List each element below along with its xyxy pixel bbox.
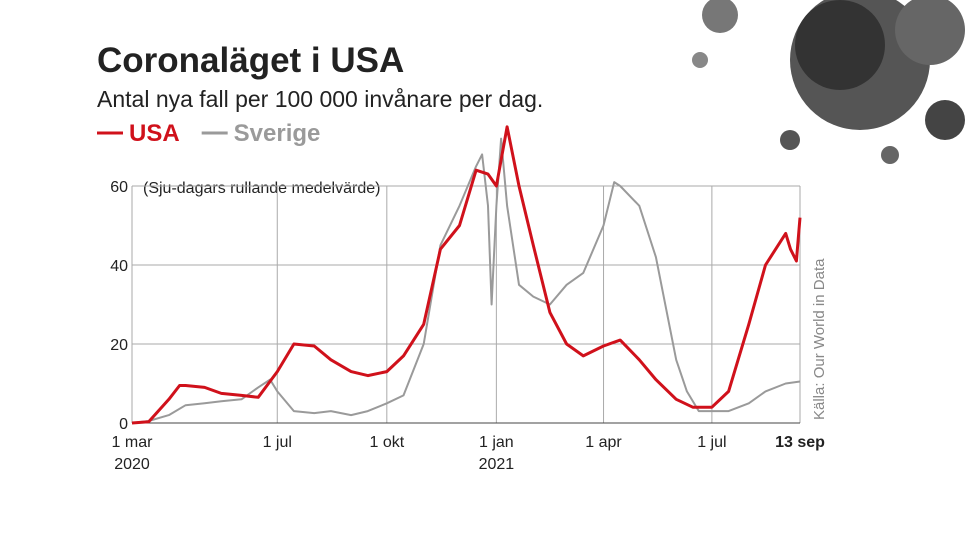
- x-tick-label: 1 okt: [369, 434, 404, 451]
- x-tick-label: 1 apr: [585, 434, 622, 451]
- annotation: (Sju-dagars rullande medelvärde): [143, 180, 380, 197]
- legend-label: USA: [129, 120, 180, 147]
- virus-decoration: [692, 0, 965, 164]
- legend: USA Sverige: [97, 120, 320, 147]
- year-label: 2021: [479, 456, 515, 473]
- x-tick-label: 13 sep: [775, 434, 825, 451]
- x-tick-label: 1 jul: [697, 434, 726, 451]
- chart-title: Coronaläget i USA: [97, 41, 404, 80]
- y-tick-label: 60: [110, 179, 128, 196]
- source: Källa: Our World in Data: [811, 258, 828, 420]
- legend-label: Sverige: [234, 120, 321, 147]
- x-tick-label: 1 mar: [112, 434, 154, 451]
- line-series: [131, 137, 801, 424]
- chart-subtitle: Antal nya fall per 100 000 invånare per …: [97, 86, 543, 112]
- x-tick-label: 1 jan: [479, 434, 514, 451]
- line-series: [131, 125, 802, 425]
- year-label: 2020: [114, 456, 150, 473]
- x-tick-label: 1 jul: [263, 434, 292, 451]
- y-tick-label: 20: [110, 337, 128, 354]
- y-tick-label: 0: [119, 416, 128, 433]
- y-tick-label: 40: [110, 258, 128, 275]
